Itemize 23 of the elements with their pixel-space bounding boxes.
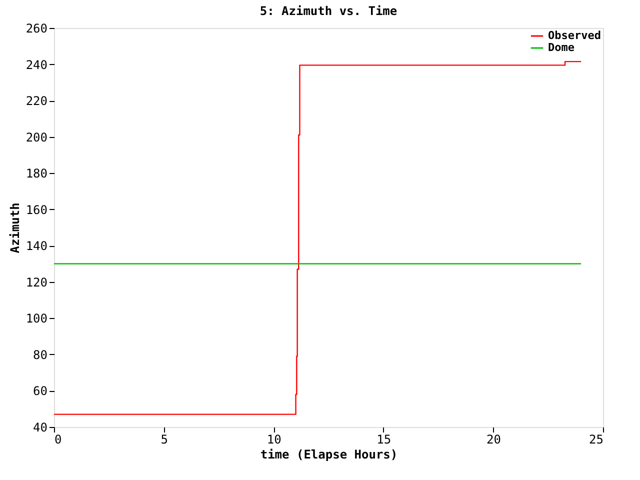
x-tick-label: 0 xyxy=(54,432,62,446)
legend-label: Dome xyxy=(548,41,575,54)
y-tick-label: 200 xyxy=(26,130,48,144)
y-tick-label: 120 xyxy=(26,275,48,290)
y-tick-label: 160 xyxy=(26,202,48,217)
y-tick-label: 60 xyxy=(33,384,48,398)
y-tick-label: 220 xyxy=(26,94,48,108)
y-tick-label: 140 xyxy=(26,239,48,254)
x-axis-title: time (Elapse Hours) xyxy=(260,448,398,462)
x-tick-label: 10 xyxy=(266,432,282,446)
y-tick-label: 180 xyxy=(26,166,48,181)
y-tick-label: 240 xyxy=(26,58,48,72)
y-tick-label: 80 xyxy=(33,348,48,362)
x-tick-label: 5 xyxy=(160,432,168,446)
y-tick-label: 40 xyxy=(33,420,48,434)
x-tick-label: 25 xyxy=(589,432,604,446)
y-axis-title: Azimuth xyxy=(8,202,22,254)
y-tick-label: 100 xyxy=(26,312,48,326)
legend-label: Observed xyxy=(548,29,601,42)
x-tick-label: 15 xyxy=(376,432,392,446)
chart-title: 5: Azimuth vs. Time xyxy=(260,4,398,18)
x-tick-label: 20 xyxy=(486,432,501,446)
y-tick-label: 260 xyxy=(26,22,48,36)
